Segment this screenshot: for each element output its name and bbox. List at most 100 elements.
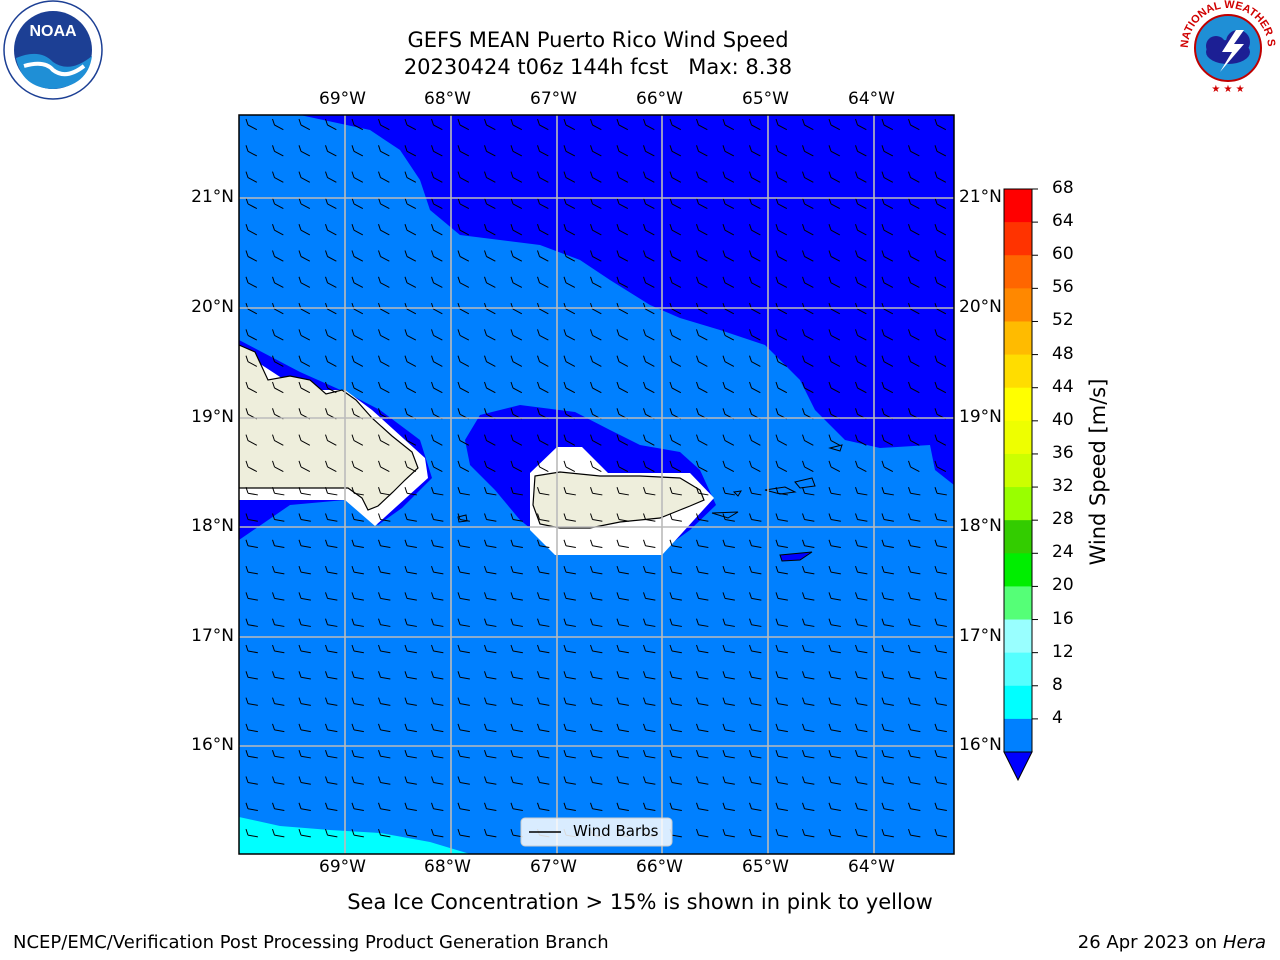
wind-barb (245, 197, 258, 210)
colorbar-tick-label: 40 (1052, 409, 1074, 430)
lon-label-top-66w: 66°W (636, 89, 683, 109)
wind-barb (828, 329, 841, 341)
wind-barb (934, 329, 947, 341)
wind-barb (484, 802, 497, 812)
wind-barb (669, 224, 682, 236)
wind-barb (616, 592, 629, 601)
lon-label-top-67w: 67°W (530, 89, 577, 109)
wind-barb (590, 750, 603, 759)
wind-barb (749, 224, 761, 236)
wind-barb (510, 224, 523, 236)
wind-barb (802, 250, 814, 262)
wind-barb (325, 828, 338, 838)
wind-band-below-4-north (300, 115, 954, 485)
wind-barb (272, 802, 285, 812)
wind-barb (484, 250, 496, 262)
colorbar-segment (1004, 222, 1032, 256)
wind-barb (457, 434, 470, 446)
wind-barb (669, 145, 682, 157)
wind-barb (590, 329, 602, 341)
wind-barb (908, 671, 921, 680)
wind-barb (590, 618, 603, 627)
wind-barb (590, 697, 603, 706)
wind-barb (855, 565, 868, 575)
wind-barb (325, 118, 337, 131)
wind-barb (325, 355, 337, 367)
wind-barb (298, 381, 311, 394)
wind-barb (908, 697, 921, 706)
sea-ice-caption: Sea Ice Concentration > 15% is shown in … (347, 890, 933, 914)
wind-barb (457, 276, 470, 288)
footer-date: 26 Apr 2023 on Hera (1078, 932, 1266, 953)
wind-barb (378, 776, 391, 785)
wind-barb (351, 329, 364, 341)
wind-barb (590, 145, 602, 157)
wind-barb (378, 224, 390, 236)
wind-barb (457, 644, 470, 654)
wind-barb (881, 644, 894, 654)
wind-barb (431, 381, 443, 394)
wind-barb (828, 118, 841, 131)
wind-barb (616, 723, 629, 733)
wind-barb (537, 539, 550, 549)
wind-barb (643, 460, 655, 473)
wind-barb (510, 197, 523, 210)
wind-barb (828, 776, 841, 785)
footer-host: Hera (1222, 932, 1266, 953)
wind-barb (245, 434, 258, 446)
wind-barb (616, 355, 629, 367)
wind-barb (802, 697, 815, 706)
wind-barb (590, 171, 602, 183)
wind-barb (934, 565, 947, 575)
wind-barb (855, 329, 867, 341)
lat-label-left-17n: 17°N (191, 626, 234, 646)
wind-barb (563, 539, 576, 549)
island-st-croix (779, 551, 813, 562)
wind-barb (881, 224, 894, 236)
wind-barb (351, 145, 364, 157)
wind-barb (431, 171, 443, 183)
wind-barb (802, 776, 815, 785)
wind-barb (537, 145, 549, 157)
wind-barb (749, 434, 761, 446)
wind-barb (828, 565, 841, 575)
wind-barb (457, 145, 470, 157)
wind-barb (934, 250, 947, 262)
wind-barb (855, 539, 868, 549)
wind-barb (537, 565, 550, 575)
lat-label-right-16n: 16°N (959, 735, 1002, 755)
wind-barb (272, 224, 284, 236)
nws-logo: NATIONAL WEATHER SERVICE ★ ★ ★ (0, 0, 1277, 95)
wind-barb (855, 802, 868, 812)
islands-virgin (732, 444, 843, 497)
wind-barb (802, 329, 814, 341)
wind-barb (828, 460, 841, 473)
wind-barb (431, 434, 443, 446)
wind-barb (563, 644, 576, 654)
wind-barb (828, 276, 841, 288)
wind-barb (590, 224, 602, 236)
wind-barb (404, 434, 417, 446)
wind-barb (404, 145, 417, 157)
wind-barb (802, 828, 815, 838)
wind-barb (643, 723, 656, 733)
wind-barb (298, 197, 311, 210)
colorbar-tick-label: 68 (1052, 178, 1074, 198)
wind-barb (722, 723, 735, 733)
wind-barb (272, 565, 285, 575)
wind-barb (908, 513, 921, 522)
wind-barb (404, 513, 417, 522)
wind-barb (802, 644, 815, 654)
wind-barb (643, 592, 656, 601)
wind-barb (537, 250, 549, 262)
wind-barb (537, 723, 550, 733)
wind-barb (245, 592, 258, 601)
wind-barb (696, 618, 709, 627)
wind-barb (510, 644, 523, 654)
wind-barb (802, 224, 814, 236)
wind-barb (431, 802, 444, 812)
lon-label-top-65w: 65°W (742, 89, 789, 109)
wind-barb (881, 802, 894, 812)
wind-barb (881, 697, 894, 706)
wind-barb (669, 329, 682, 341)
